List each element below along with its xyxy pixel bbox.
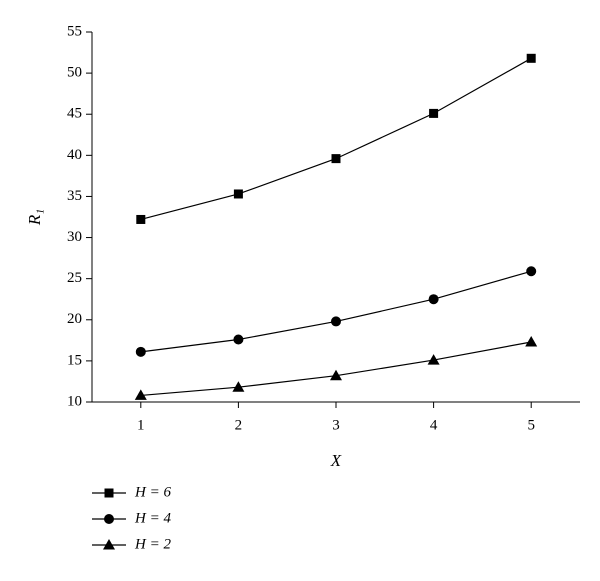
marker bbox=[233, 189, 243, 199]
marker bbox=[526, 53, 536, 63]
y-tick-label: 20 bbox=[67, 311, 82, 327]
y-tick-label: 25 bbox=[67, 270, 82, 286]
marker bbox=[136, 214, 146, 224]
marker bbox=[331, 316, 341, 327]
marker bbox=[135, 346, 146, 357]
x-tick-label: 3 bbox=[332, 417, 340, 433]
x-tick-label: 2 bbox=[235, 417, 243, 433]
marker bbox=[429, 108, 439, 118]
y-tick-label: 55 bbox=[67, 23, 82, 39]
legend-label: H = 4 bbox=[134, 510, 171, 526]
x-axis-label: X bbox=[330, 451, 342, 470]
legend-label: H = 6 bbox=[134, 484, 171, 500]
marker bbox=[104, 514, 114, 524]
marker bbox=[134, 389, 147, 400]
marker bbox=[526, 266, 537, 277]
series-line bbox=[140, 57, 532, 221]
legend-label: H = 2 bbox=[134, 536, 171, 552]
y-tick-label: 30 bbox=[67, 229, 82, 245]
marker bbox=[233, 334, 244, 345]
marker bbox=[104, 488, 114, 498]
x-tick-label: 5 bbox=[527, 417, 535, 433]
y-tick-label: 50 bbox=[67, 65, 82, 81]
series-line bbox=[140, 341, 532, 397]
marker bbox=[330, 369, 342, 381]
marker bbox=[428, 294, 439, 305]
y-tick-label: 35 bbox=[67, 188, 82, 204]
marker bbox=[103, 539, 115, 550]
y-tick-label: 40 bbox=[67, 147, 82, 163]
marker bbox=[525, 335, 538, 347]
y-tick-label: 15 bbox=[67, 352, 82, 368]
y-tick-label: 45 bbox=[67, 106, 82, 122]
y-tick-label: 10 bbox=[67, 393, 82, 409]
y-axis-label: R₁ bbox=[25, 209, 44, 226]
marker bbox=[331, 154, 341, 164]
series-line bbox=[140, 270, 532, 353]
marker bbox=[427, 354, 440, 365]
marker bbox=[232, 381, 245, 392]
x-tick-label: 1 bbox=[137, 417, 145, 433]
x-tick-label: 4 bbox=[430, 417, 438, 433]
